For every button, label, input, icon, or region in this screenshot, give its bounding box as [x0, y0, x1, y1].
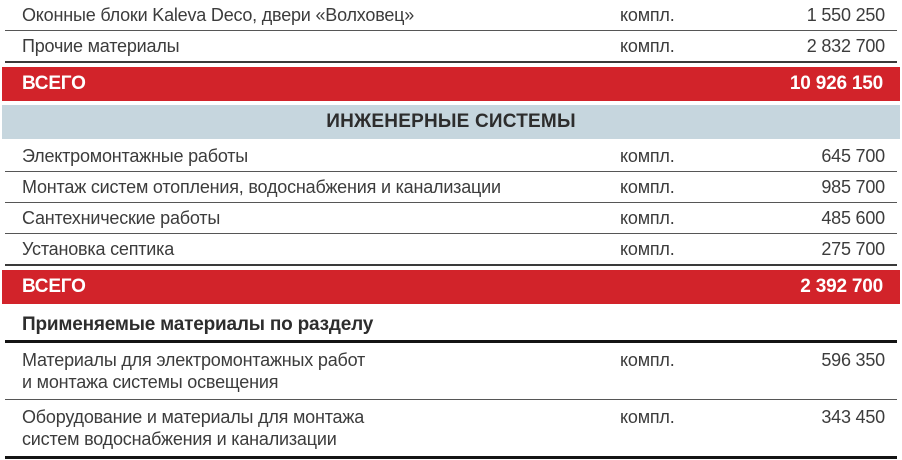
item-name-line: и монтажа системы освещения	[22, 372, 279, 392]
item-name: Прочие материалы	[22, 35, 620, 57]
table-row: Материалы для электромонтажных работ и мо…	[5, 343, 897, 400]
item-name: Материалы для электромонтажных работ и мо…	[22, 349, 620, 393]
item-name-line: систем водоснабжения и канализации	[22, 429, 337, 449]
total-row: ВСЕГО 2 392 700	[2, 270, 900, 304]
item-name: Монтаж систем отопления, водоснабжения и…	[22, 176, 620, 198]
item-unit: компл.	[620, 407, 675, 427]
item-name-line: Сантехнические работы	[22, 208, 221, 228]
item-name-line: Прочие материалы	[22, 36, 180, 56]
item-name-line: Электромонтажные работы	[22, 146, 249, 166]
item-name: Электромонтажные работы	[22, 145, 620, 167]
table-row: Прочие материалы компл. 2 832 700	[5, 31, 897, 63]
subsection-title: Применяемые материалы по разделу	[5, 308, 897, 343]
item-value: 275 700	[821, 239, 885, 259]
total-label: ВСЕГО	[22, 276, 86, 297]
table-row: Оборудование и материалы для монтажа сист…	[5, 400, 897, 459]
table-row: Сантехнические работы компл. 485 600	[5, 203, 897, 234]
item-name-line: Оборудование и материалы для монтажа	[22, 407, 365, 427]
item-unit: компл.	[620, 177, 675, 197]
table-row: Оконные блоки Kaleva Deco, двери «Волхов…	[5, 0, 897, 31]
item-value: 485 600	[821, 208, 885, 228]
item-unit: компл.	[620, 5, 675, 25]
total-value: 2 392 700	[800, 276, 883, 297]
table-row: Электромонтажные работы компл. 645 700	[5, 141, 897, 172]
item-value: 985 700	[821, 177, 885, 197]
item-value: 343 450	[821, 407, 885, 427]
total-value: 10 926 150	[789, 73, 883, 94]
item-name-line: Установка септика	[22, 239, 175, 259]
item-value: 596 350	[821, 350, 885, 370]
item-value: 645 700	[821, 146, 885, 166]
item-name: Оконные блоки Kaleva Deco, двери «Волхов…	[22, 4, 620, 26]
item-name-line: Монтаж систем отопления, водоснабжения и…	[22, 177, 501, 197]
total-row: ВСЕГО 10 926 150	[2, 67, 900, 101]
item-value: 1 550 250	[806, 5, 885, 25]
item-value: 2 832 700	[806, 36, 885, 56]
item-unit: компл.	[620, 350, 675, 370]
item-name-line: Оконные блоки Kaleva Deco, двери «Волхов…	[22, 5, 415, 25]
item-name: Установка септика	[22, 238, 620, 260]
section-header: ИНЖЕНЕРНЫЕ СИСТЕМЫ	[2, 105, 900, 139]
item-name-line: Материалы для электромонтажных работ	[22, 350, 366, 370]
item-unit: компл.	[620, 36, 675, 56]
item-unit: компл.	[620, 208, 675, 228]
total-label: ВСЕГО	[22, 73, 86, 94]
item-name: Сантехнические работы	[22, 207, 620, 229]
item-unit: компл.	[620, 146, 675, 166]
item-name: Оборудование и материалы для монтажа сист…	[22, 406, 620, 450]
table-row: Установка септика компл. 275 700	[5, 234, 897, 266]
table-row: Монтаж систем отопления, водоснабжения и…	[5, 172, 897, 203]
item-unit: компл.	[620, 239, 675, 259]
